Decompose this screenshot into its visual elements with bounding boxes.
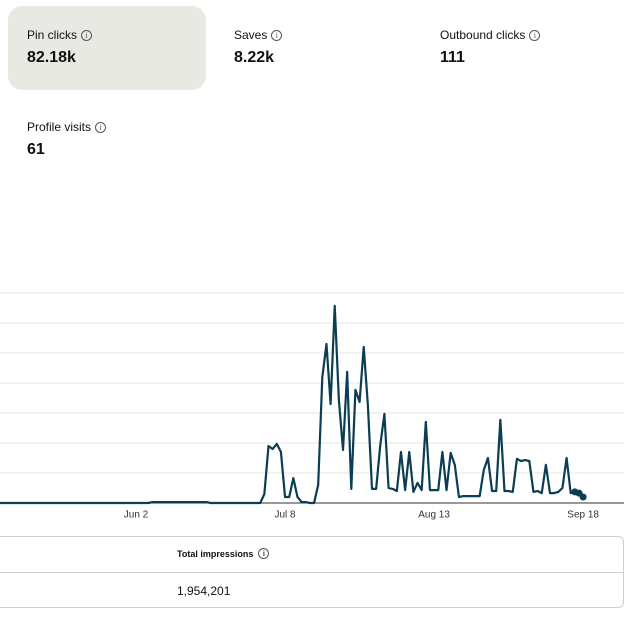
info-icon[interactable]: i [81, 29, 93, 41]
column-header: Total impressions [177, 548, 254, 559]
x-tick-label: Jun 2 [124, 510, 149, 521]
metric-value: 61 [27, 141, 45, 158]
metric-label: Profile visits [27, 120, 92, 134]
x-tick-label: Aug 13 [418, 510, 450, 521]
metric-value: 82.18k [27, 49, 76, 66]
metric-label: Pin clicks [27, 28, 78, 42]
table-header: Total impressions i [0, 537, 623, 573]
metric-value: 111 [440, 49, 465, 66]
metric-tile[interactable]: Saves i 8.22k [215, 6, 413, 90]
x-tick-label: Jul 8 [274, 510, 296, 521]
table: Total impressions i 1,954,201 [0, 536, 624, 608]
info-icon[interactable]: i [271, 29, 283, 41]
chart: Jun 2 Jul 8 Aug 13 Sep 18 [0, 292, 624, 521]
table-cell: 1,954,201 [177, 584, 231, 598]
info-icon[interactable]: i [258, 548, 270, 559]
metric-value: 8.22k [234, 49, 275, 66]
line [0, 304, 584, 505]
info-icon[interactable]: i [95, 121, 107, 133]
point-marker [579, 493, 587, 501]
metric-label: Outbound clicks [440, 28, 526, 42]
metric-tile[interactable]: Profile visits i 61 [8, 98, 206, 182]
metric-tile[interactable]: Outbound clicks i 111 [421, 6, 619, 90]
metric-label: Saves [234, 28, 268, 42]
metric-tile[interactable]: Pin clicks i 82.18k [8, 6, 206, 90]
info-icon[interactable]: i [529, 29, 541, 41]
x-tick-label: Sep 18 [567, 510, 599, 521]
